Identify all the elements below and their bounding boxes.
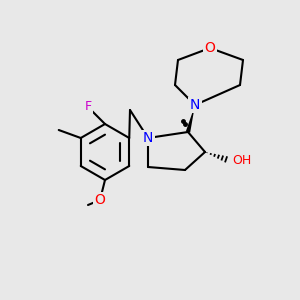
Polygon shape [186,105,195,133]
Text: N: N [143,131,153,145]
Text: F: F [84,100,92,113]
Text: O: O [205,41,215,55]
Text: O: O [94,193,105,207]
Text: N: N [190,98,200,112]
Text: OH: OH [232,154,251,166]
